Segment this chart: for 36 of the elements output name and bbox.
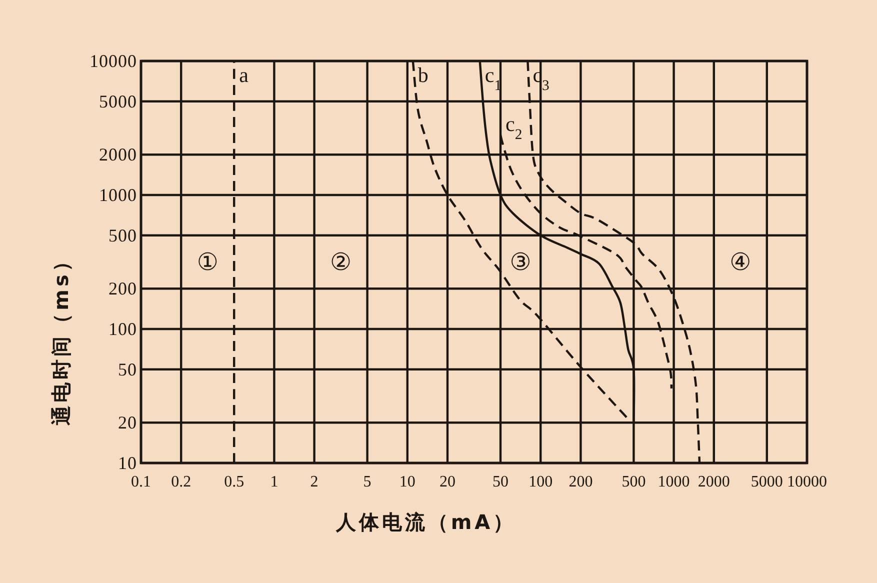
x-tick-label: 20 — [439, 474, 456, 490]
annotation: ① — [196, 248, 218, 276]
x-tick-label: 0.2 — [171, 474, 192, 490]
x-tick-label: 100 — [528, 474, 553, 490]
x-tick-label: 0.1 — [131, 474, 151, 490]
series-label: c$_{1}$ — [484, 63, 502, 94]
x-tick-label: 1 — [270, 474, 278, 490]
x-tick-label: 10000 — [787, 474, 827, 490]
x-tick-label: 500 — [622, 474, 646, 490]
y-tick-label: 500 — [108, 225, 137, 246]
y-tick-label: 2000 — [99, 144, 137, 165]
x-tick-label: 0.5 — [224, 474, 244, 490]
y-tick-label: 5000 — [99, 91, 137, 112]
x-tick-label: 5000 — [750, 474, 783, 490]
x-tick-label: 10 — [399, 474, 416, 490]
y-tick-label: 10000 — [90, 51, 137, 71]
x-tick-label: 50 — [492, 474, 509, 490]
annotation: ④ — [730, 248, 752, 276]
y-tick-label: 20 — [118, 412, 137, 433]
x-tick-label: 1000 — [658, 474, 690, 490]
y-tick-label: 100 — [108, 319, 137, 339]
x-tick-label: 200 — [568, 474, 593, 490]
x-tick-label: 2 — [310, 474, 318, 490]
series-label: c$_{2}$ — [506, 112, 522, 144]
y-tick-label: 50 — [118, 359, 137, 380]
annotation: ② — [330, 248, 352, 276]
x-tick-label: 2000 — [698, 474, 730, 490]
series-label: a — [239, 63, 250, 87]
x-tick-label: 5 — [363, 474, 372, 490]
y-tick-label: 200 — [108, 278, 137, 299]
annotation: ③ — [510, 248, 532, 276]
y-tick-label: 1000 — [99, 185, 137, 205]
series-label: b — [418, 63, 428, 87]
x-axis-title: 人体电流（mA） — [334, 510, 516, 534]
y-tick-label: 10 — [118, 453, 137, 473]
y-axis-title: 通电时间（ms） — [49, 248, 73, 426]
